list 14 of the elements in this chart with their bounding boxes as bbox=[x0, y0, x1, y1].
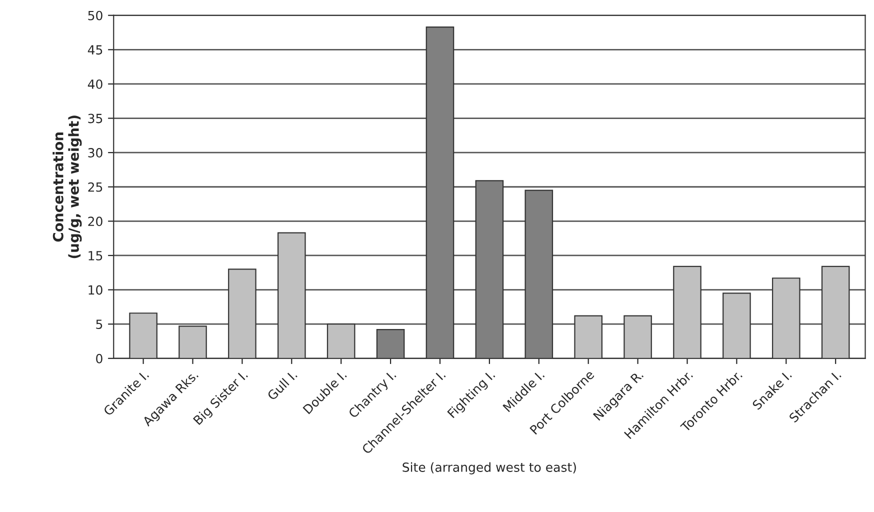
y-tick-label: 45 bbox=[88, 45, 102, 55]
y-axis-title: Concentration (ug/g, wet weight) bbox=[52, 116, 82, 258]
x-tick-label: Gull I. bbox=[266, 370, 298, 401]
y-tick-label: 5 bbox=[96, 320, 102, 330]
y-tick-label: 10 bbox=[88, 285, 102, 295]
y-tick-label: 30 bbox=[88, 148, 102, 158]
y-tick-label: 20 bbox=[88, 216, 102, 226]
y-tick-label: 25 bbox=[88, 182, 102, 192]
y-tick-label: 35 bbox=[88, 114, 102, 124]
y-tick-label: 50 bbox=[88, 10, 102, 20]
y-tick-label: 15 bbox=[88, 251, 102, 260]
x-axis-title: Site (arranged west to east) bbox=[402, 462, 576, 474]
y-tick-label: 40 bbox=[88, 79, 102, 89]
y-tick-label: 0 bbox=[96, 354, 102, 364]
